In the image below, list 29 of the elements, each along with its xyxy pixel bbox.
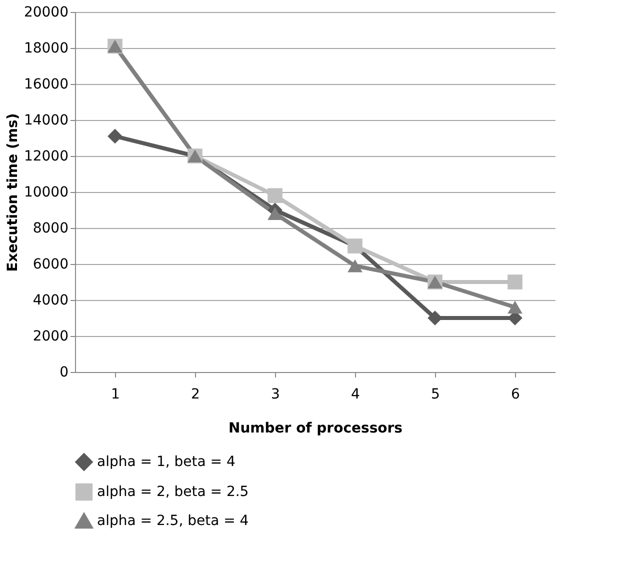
y-tick-label: 14000 bbox=[24, 112, 68, 128]
legend-label: alpha = 2, beta = 2.5 bbox=[97, 484, 249, 500]
legend-label: alpha = 2.5, beta = 4 bbox=[97, 513, 249, 529]
x-tick-label: 3 bbox=[271, 386, 280, 402]
x-axis-title: Number of processors bbox=[228, 420, 403, 436]
y-tick-label: 12000 bbox=[24, 148, 68, 164]
x-tick-label: 6 bbox=[511, 386, 520, 402]
y-tick-label: 18000 bbox=[24, 40, 68, 56]
x-tick-label: 2 bbox=[191, 386, 200, 402]
point bbox=[428, 310, 442, 326]
y-tick-label: 20000 bbox=[24, 4, 68, 20]
y-tick-label: 16000 bbox=[24, 76, 68, 92]
point bbox=[268, 207, 282, 220]
y-tick-label: 2000 bbox=[32, 328, 68, 344]
point bbox=[268, 188, 282, 204]
x-tick-label: 4 bbox=[351, 386, 360, 402]
x-tick-label: 1 bbox=[111, 386, 120, 402]
y-axis-title: Execution time (ms) bbox=[4, 113, 21, 272]
point bbox=[508, 300, 522, 314]
x-tick-label: 5 bbox=[431, 386, 440, 402]
y-tick-label: 4000 bbox=[32, 292, 68, 308]
legend-label: alpha = 1, beta = 4 bbox=[97, 454, 236, 470]
point bbox=[348, 259, 362, 272]
y-tick-label: 10000 bbox=[24, 184, 68, 200]
y-tick-label: 6000 bbox=[32, 256, 68, 272]
point bbox=[108, 128, 122, 144]
point bbox=[508, 274, 522, 290]
y-tick-label: 8000 bbox=[32, 220, 68, 236]
y-tick-label: 0 bbox=[60, 364, 68, 380]
